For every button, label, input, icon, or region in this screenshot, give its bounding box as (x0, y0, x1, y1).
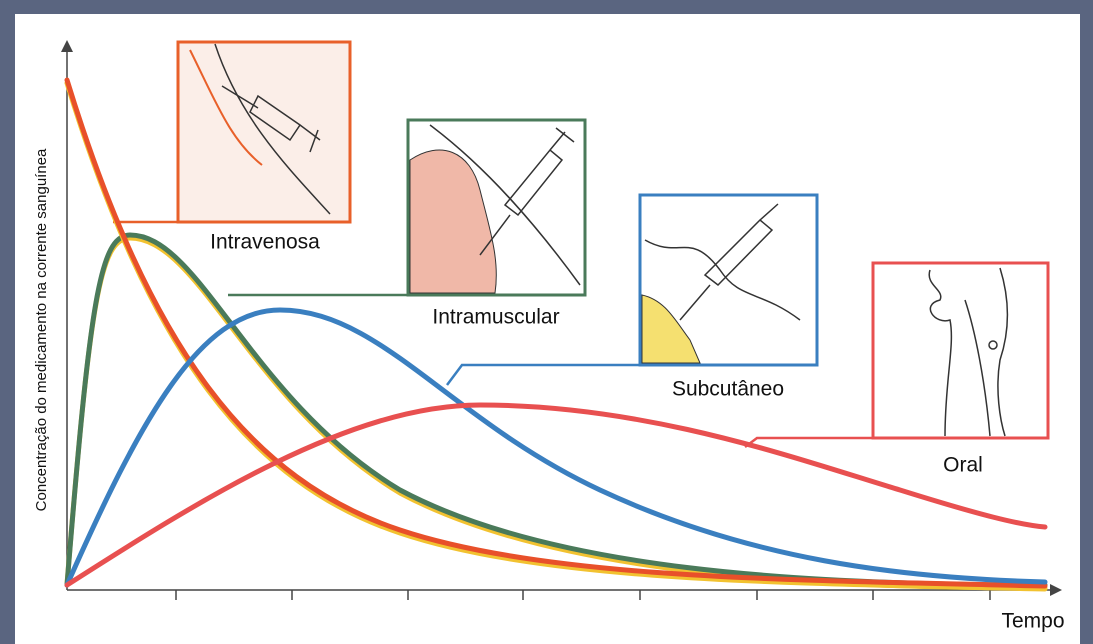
route-label: Subcutâneo (672, 378, 784, 401)
diagram: Concentração do medicamento na corrente … (0, 0, 1093, 644)
route-label: Intramuscular (432, 306, 559, 329)
x-axis-label: Tempo (1001, 610, 1064, 633)
route-label: Intravenosa (210, 231, 320, 254)
y-axis-label: Concentração do medicamento na corrente … (33, 148, 50, 511)
subcutaneous-box (640, 195, 817, 365)
oral-box (873, 263, 1048, 438)
intramuscular-box (408, 120, 585, 295)
intravenous-box (178, 42, 350, 222)
route-label: Oral (943, 454, 983, 477)
